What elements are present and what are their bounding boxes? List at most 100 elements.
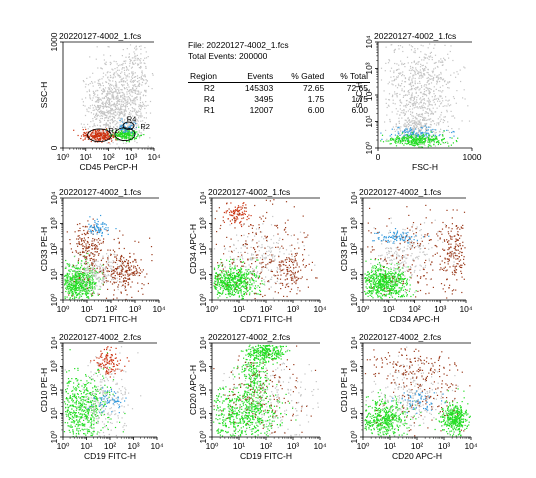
stats-cell: 12007 bbox=[249, 105, 274, 115]
y-tick-label: 10³ bbox=[198, 360, 208, 372]
region-gates bbox=[87, 121, 136, 143]
y-tick-label: 10⁰ bbox=[349, 293, 359, 306]
y-tick-label: 10⁴ bbox=[49, 336, 59, 349]
event-dots bbox=[213, 344, 319, 437]
x-tick-label: 10⁴ bbox=[313, 304, 326, 314]
plot-title: 20220127-4002_1.fcs bbox=[208, 187, 290, 197]
stats-cell: R1 bbox=[203, 105, 215, 115]
y-tick-label: 10² bbox=[198, 384, 208, 396]
x-axis-label: CD34 APC-H bbox=[389, 314, 439, 324]
x-tick-label: 10³ bbox=[434, 304, 446, 314]
plot-title: 20220127-4002_1.fcs bbox=[59, 31, 141, 41]
stats-table: Region Events % Gated % Total R2 145303 … bbox=[188, 71, 370, 116]
plot-bottom-right: 20220127-4002_2.fcs 10⁰ 10¹ 10² 10³ 10⁴ 10⁰ 10¹… bbox=[339, 332, 478, 461]
y-axis-label: CD10 PE-H bbox=[39, 368, 49, 412]
x-axis-label: CD19 FITC-H bbox=[240, 451, 292, 461]
stats-cell: R2 bbox=[203, 83, 215, 93]
x-tick-label: 10¹ bbox=[80, 441, 92, 451]
x-tick-label: 10⁰ bbox=[57, 152, 70, 162]
stats-row-r4: R4 3495 1.75 1.75 bbox=[188, 94, 370, 105]
x-axis-label: CD71 FITC-H bbox=[85, 314, 137, 324]
x-axis-label: CD45 PerCP-H bbox=[79, 162, 137, 172]
x-tick-label: 10³ bbox=[127, 441, 139, 451]
axes bbox=[362, 197, 466, 301]
plot-title: 20220127-4002_2.fcs bbox=[208, 332, 290, 342]
x-tick-label: 10¹ bbox=[383, 304, 395, 314]
gate-label-r2: R2 bbox=[140, 122, 150, 131]
y-tick-label: 10³ bbox=[349, 217, 359, 229]
stats-header-gated: % Gated bbox=[275, 71, 327, 83]
plot-mid-center: 20220127-4002_1.fcs 10⁰ 10¹ 10² 10³ 10⁴ 10⁰ 10¹… bbox=[188, 187, 327, 324]
stats-cell: 3495 bbox=[254, 94, 274, 104]
y-tick-label: 10² bbox=[349, 384, 359, 396]
event-dots bbox=[364, 346, 471, 437]
event-dots bbox=[64, 214, 153, 301]
y-tick-label: 10⁰ bbox=[49, 430, 59, 443]
y-tick-label: 10¹ bbox=[349, 268, 359, 280]
y-tick-label: 0 bbox=[49, 145, 59, 150]
x-tick-label: 10³ bbox=[287, 304, 299, 314]
x-tick-label: 10¹ bbox=[233, 441, 245, 451]
y-axis-label: CD20 APC-H bbox=[188, 365, 198, 415]
x-tick-label: 0 bbox=[376, 152, 381, 162]
stats-cell: 72.65 bbox=[346, 83, 368, 93]
x-tick-label: 10² bbox=[102, 152, 114, 162]
y-tick-label: 10¹ bbox=[364, 115, 374, 127]
stats-cell: 1.75 bbox=[351, 94, 368, 104]
x-tick-label: 10² bbox=[408, 304, 420, 314]
y-tick-label: 10¹ bbox=[198, 407, 208, 419]
x-tick-label: 10² bbox=[105, 304, 117, 314]
x-tick-label: 10¹ bbox=[384, 441, 396, 451]
stats-file: File: 20220127-4002_1.fcs bbox=[188, 40, 289, 50]
y-tick-label: 10³ bbox=[49, 360, 59, 372]
x-tick-label: 10³ bbox=[438, 441, 450, 451]
y-axis-label: CD10 PE-H bbox=[339, 368, 349, 412]
stats-row-r2: R2 145303 72.65 72.65 bbox=[188, 83, 370, 95]
region-statistics: File: 20220127-4002_1.fcs Total Events: … bbox=[188, 40, 370, 116]
y-axis-label: SSC-H bbox=[354, 82, 364, 108]
plot-bottom-left: 20220127-4002_2.fcs 10⁰ 10¹ 10² 10³ 10⁴ 10⁰ 10¹… bbox=[39, 332, 164, 461]
y-tick-label: 10⁴ bbox=[349, 191, 359, 204]
event-dots bbox=[73, 44, 154, 148]
plot-title: 20220127-4002_1.fcs bbox=[374, 31, 456, 41]
y-axis-label: CD33 PE-H bbox=[39, 227, 49, 271]
y-tick-label: 10² bbox=[198, 243, 208, 255]
y-tick-label: 10¹ bbox=[198, 268, 208, 280]
plot-top-left: 20220127-4002_1.fcs 10⁰ 10¹ 10² 10³ 10⁴ 0 1000 C… bbox=[39, 31, 161, 172]
stats-cell: 6.00 bbox=[307, 105, 325, 115]
y-tick-label: 10⁴ bbox=[364, 35, 374, 48]
x-tick-label: 10³ bbox=[287, 441, 299, 451]
stats-header-row: Region Events % Gated % Total bbox=[188, 71, 370, 83]
y-tick-label: 10¹ bbox=[49, 407, 59, 419]
x-tick-label: 10⁰ bbox=[57, 441, 70, 451]
x-axis-label: CD19 FITC-H bbox=[84, 451, 136, 461]
x-tick-label: 10³ bbox=[125, 152, 137, 162]
x-tick-label: 10² bbox=[104, 441, 116, 451]
stats-header-total: % Total bbox=[326, 71, 370, 83]
stats-cell: 145303 bbox=[244, 83, 274, 93]
plot-title: 20220127-4002_1.fcs bbox=[359, 187, 441, 197]
y-tick-label: 10¹ bbox=[349, 407, 359, 419]
y-tick-label: 10³ bbox=[364, 62, 374, 74]
y-tick-label: 10² bbox=[364, 89, 374, 101]
y-tick-label: 10⁰ bbox=[349, 430, 359, 443]
stats-cell: R4 bbox=[203, 94, 215, 104]
gate-r4 bbox=[122, 121, 135, 130]
event-dots bbox=[364, 204, 466, 300]
plot-bottom-center: 20220127-4002_2.fcs 10⁰ 10¹ 10² 10³ 10⁴ 10⁰ 10¹… bbox=[188, 332, 327, 461]
y-tick-label: 10⁰ bbox=[198, 430, 208, 443]
x-tick-label: 10⁰ bbox=[357, 304, 370, 314]
y-axis-label: SSC-H bbox=[39, 82, 49, 108]
y-tick-label: 10⁴ bbox=[198, 191, 208, 204]
x-axis-label: CD71 FITC-H bbox=[240, 314, 292, 324]
x-axis-label: FSC-H bbox=[412, 162, 438, 172]
x-tick-label: 10⁴ bbox=[150, 441, 163, 451]
x-tick-label: 10² bbox=[260, 304, 272, 314]
x-tick-label: 10¹ bbox=[81, 304, 93, 314]
stats-cell: 6.00 bbox=[351, 105, 368, 115]
stats-row-r1: R1 12007 6.00 6.00 bbox=[188, 105, 370, 116]
gate-r2 bbox=[114, 127, 136, 142]
x-tick-label: 10² bbox=[260, 441, 272, 451]
x-tick-label: 10¹ bbox=[80, 152, 92, 162]
